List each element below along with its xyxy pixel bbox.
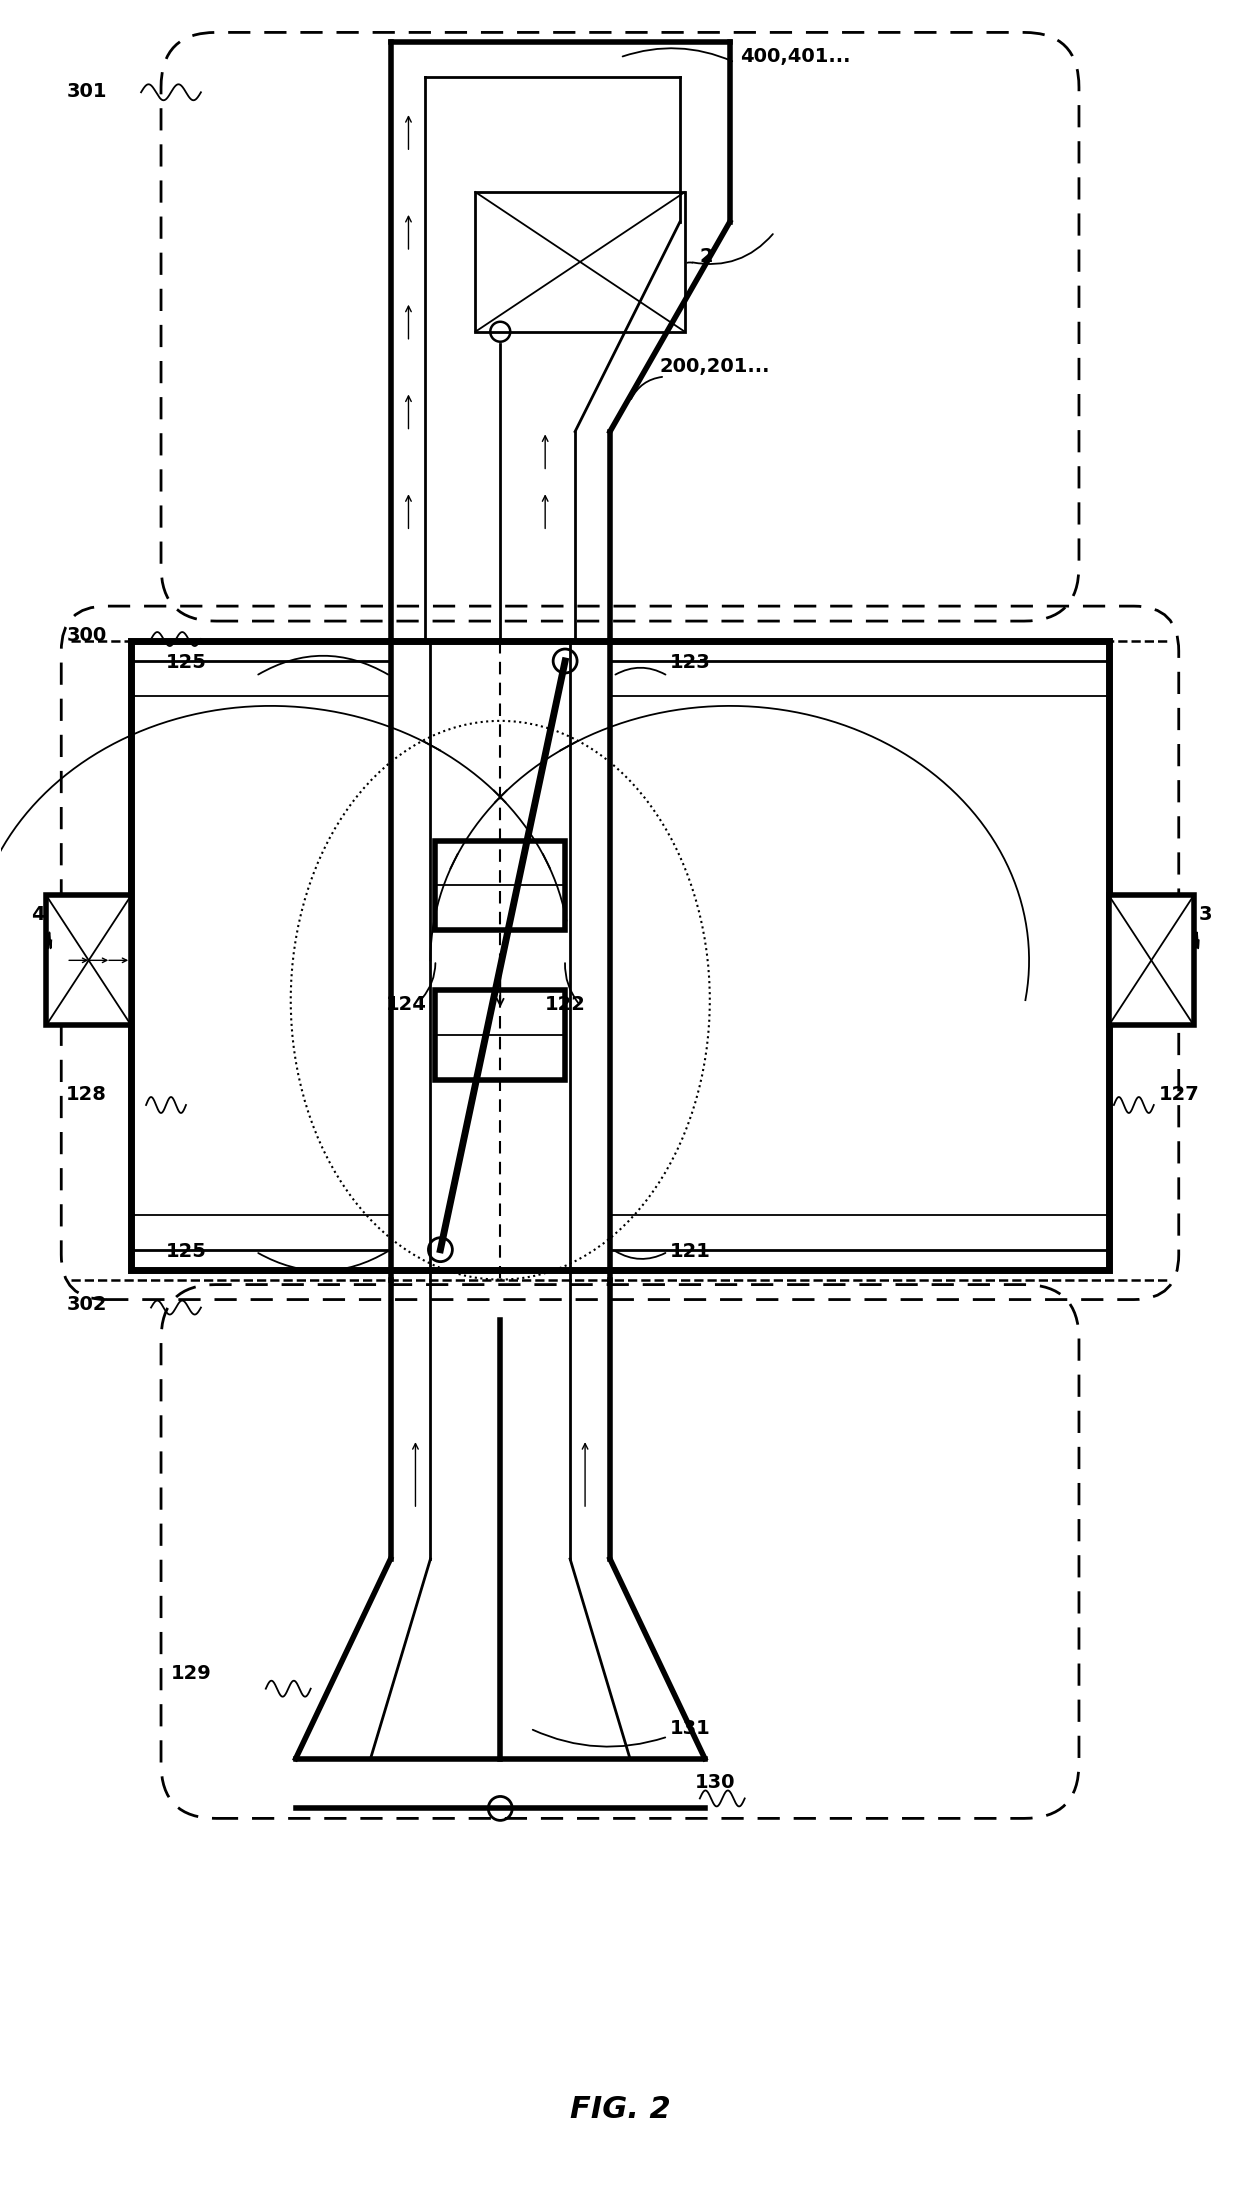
Text: 200,201...: 200,201... — [660, 356, 770, 376]
Text: 131: 131 — [670, 1719, 711, 1738]
Text: 124: 124 — [386, 996, 427, 1014]
Text: 2: 2 — [699, 247, 713, 265]
Text: 400,401...: 400,401... — [740, 46, 851, 66]
Text: 127: 127 — [1159, 1085, 1199, 1104]
Text: 3: 3 — [1199, 906, 1213, 923]
Bar — [435, 842, 565, 930]
Text: 128: 128 — [66, 1085, 107, 1104]
Bar — [475, 192, 684, 331]
Text: 121: 121 — [670, 1241, 711, 1261]
Text: 125: 125 — [166, 654, 207, 672]
Bar — [435, 990, 565, 1080]
Text: 301: 301 — [66, 82, 107, 102]
Text: 130: 130 — [694, 1774, 735, 1791]
Text: 302: 302 — [66, 1294, 107, 1314]
Bar — [1109, 895, 1194, 1025]
Text: 129: 129 — [171, 1663, 212, 1683]
Text: 300: 300 — [66, 625, 107, 645]
Text: FIG. 2: FIG. 2 — [569, 2094, 671, 2123]
Bar — [46, 895, 131, 1025]
Text: 123: 123 — [670, 654, 711, 672]
Text: 4: 4 — [31, 906, 45, 923]
Text: 125: 125 — [166, 1241, 207, 1261]
Text: 122: 122 — [546, 996, 587, 1014]
Bar — [131, 641, 1109, 1270]
